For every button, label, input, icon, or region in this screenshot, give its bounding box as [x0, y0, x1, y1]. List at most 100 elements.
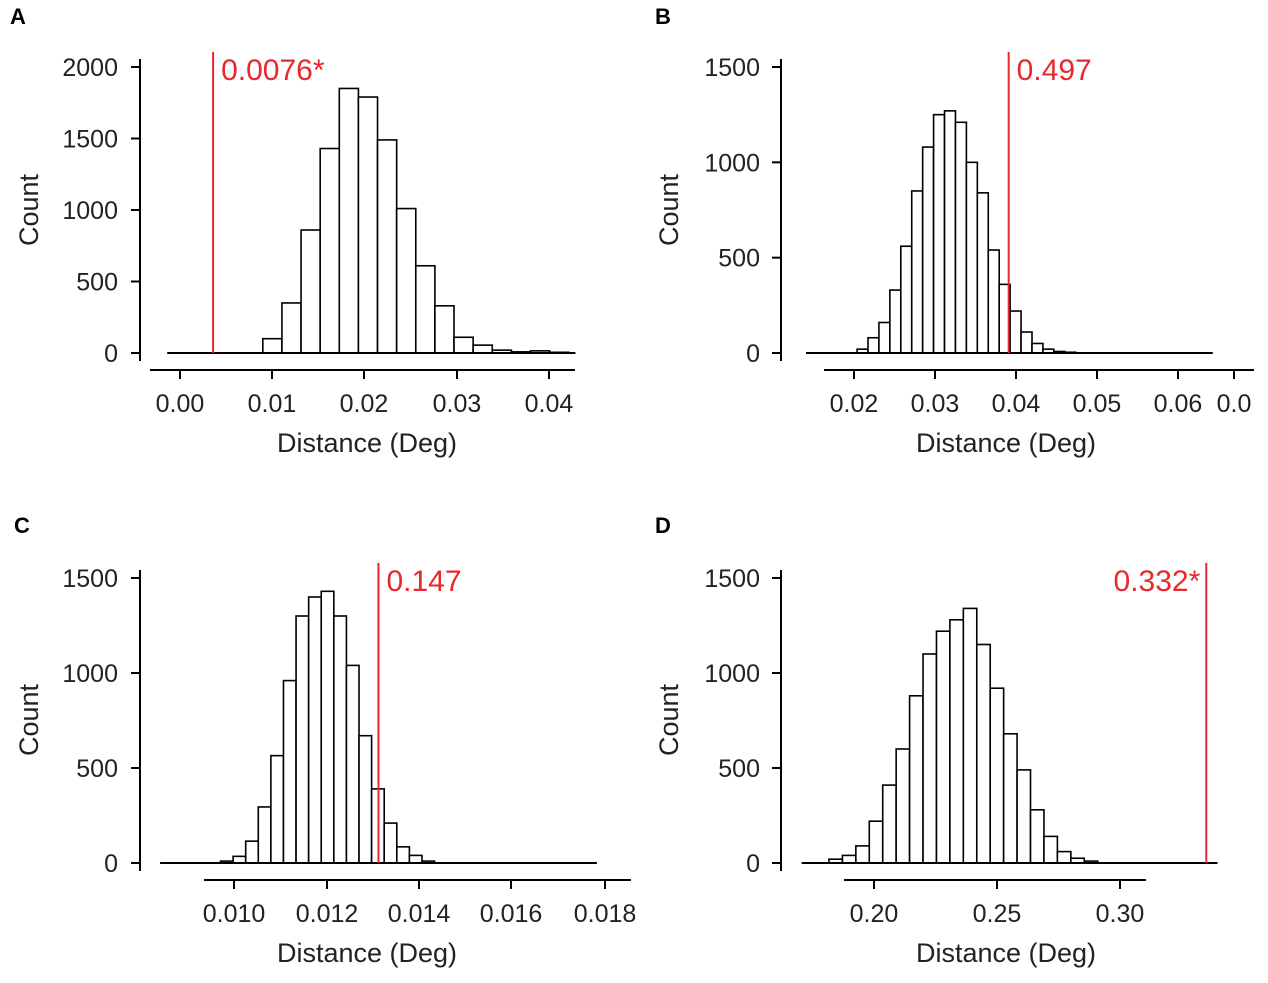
x-axis-title: Distance (Deg): [277, 938, 457, 968]
y-tick-label: 1000: [62, 197, 118, 225]
histogram-bar: [1043, 835, 1059, 864]
y-tick-label: 0: [746, 340, 760, 368]
histogram-bar: [868, 820, 884, 864]
x-tick-label: 0.0: [1217, 390, 1252, 418]
histogram-bar: [1031, 342, 1044, 354]
histogram-bar: [965, 161, 979, 354]
histogram-bar: [881, 784, 897, 864]
histogram-bar: [300, 229, 321, 354]
histogram-bar: [270, 754, 285, 864]
histogram-bar: [383, 822, 398, 864]
panel-letter-a: A: [10, 4, 26, 29]
histogram-bar: [395, 846, 411, 864]
histogram-bar: [338, 87, 360, 354]
histogram-bar: [1009, 310, 1022, 354]
x-axis-title: Distance (Deg): [277, 428, 457, 458]
histogram-bar: [395, 207, 417, 354]
histogram-bar: [472, 344, 494, 354]
panel-c: C 0 500 1000 1500 0.010 0.012 0.014 0.016 0.018 C…: [14, 513, 636, 968]
y-tick-label: 1000: [62, 660, 118, 688]
x-tick-label: 0.20: [850, 900, 899, 928]
panel-b: B 0 500 1000 1500 0.02 0.03 0.04 0.05 0.06 0.0 Cou…: [654, 4, 1254, 458]
x-tick-label: 0.05: [1073, 390, 1122, 418]
y-axis-title: Count: [14, 683, 44, 756]
histogram-bar: [895, 748, 911, 864]
x-tick-label: 0.03: [433, 390, 482, 418]
histogram-bar: [345, 664, 360, 864]
y-axis-title: Count: [14, 173, 44, 246]
histogram-bar: [922, 653, 938, 864]
y-axis-title: Count: [654, 173, 684, 246]
histogram-bar: [889, 289, 902, 354]
x-tick-label: 0.012: [296, 900, 359, 928]
histogram-bar: [434, 305, 455, 354]
histogram-bar: [989, 687, 1005, 864]
y-axis-title: Count: [654, 683, 684, 756]
y-tick-label: 1500: [62, 126, 118, 154]
x-tick-label: 0.30: [1096, 900, 1145, 928]
histogram-bar: [319, 147, 341, 354]
y-tick-label: 1000: [704, 149, 760, 177]
histogram-bar: [932, 113, 946, 354]
y-tick-label: 500: [718, 245, 760, 273]
histogram-bar: [244, 840, 260, 864]
histogram-bar: [943, 110, 957, 354]
y-tick-label: 2000: [62, 54, 118, 82]
histogram-bar: [855, 845, 871, 864]
histogram-bar: [1002, 732, 1018, 864]
x-tick-label: 0.04: [525, 390, 574, 418]
histogram-bar: [987, 249, 1001, 354]
x-tick-label: 0.018: [574, 900, 637, 928]
x-tick-label: 0.014: [388, 900, 451, 928]
histogram-bar: [935, 630, 951, 864]
histogram-bar: [262, 337, 283, 354]
histogram-bar: [1029, 808, 1045, 864]
histogram-bar: [357, 96, 379, 354]
panel-letter-b: B: [655, 4, 671, 29]
histogram-bar: [333, 615, 348, 864]
x-tick-label: 0.010: [203, 900, 266, 928]
y-tick-label: 1500: [704, 565, 760, 593]
histogram-bar: [257, 806, 272, 864]
reference-label: 0.497: [1017, 54, 1092, 87]
histogram-bar: [867, 336, 880, 354]
y-tick-label: 0: [746, 850, 760, 878]
histogram-bar: [453, 336, 474, 354]
histogram-bar: [949, 618, 965, 864]
x-axis-title: Distance (Deg): [916, 428, 1096, 458]
histogram-bar: [975, 643, 992, 864]
y-tick-label: 1500: [704, 54, 760, 82]
histogram-bar: [295, 615, 310, 864]
x-tick-label: 0.02: [340, 390, 389, 418]
panel-a: A 0 500 1000 1500 2000 0.00 0.01 0.02 0.03 0.04 Co…: [10, 4, 576, 458]
reference-label: 0.332*: [1114, 565, 1201, 598]
histogram-bar: [910, 190, 924, 354]
histogram-bar: [408, 854, 423, 864]
histogram-bar: [962, 607, 978, 864]
x-tick-label: 0.016: [480, 900, 543, 928]
x-tick-label: 0.01: [248, 390, 297, 418]
histogram-bar: [320, 590, 335, 864]
y-tick-label: 0: [104, 340, 118, 368]
x-tick-label: 0.25: [973, 900, 1022, 928]
x-tick-label: 0.00: [156, 390, 205, 418]
histogram-bar: [954, 121, 968, 354]
panel-letter-d: D: [655, 513, 671, 538]
reference-label: 0.147: [386, 565, 461, 598]
histogram-bar: [899, 245, 913, 354]
histogram-bar: [1020, 331, 1033, 354]
histogram-bar: [281, 302, 302, 354]
x-tick-label: 0.03: [911, 390, 960, 418]
x-tick-label: 0.02: [830, 390, 879, 418]
histogram-bar: [1016, 769, 1032, 864]
histogram-bar: [358, 734, 373, 864]
x-tick-label: 0.04: [992, 390, 1041, 418]
x-tick-label: 0.06: [1154, 390, 1203, 418]
panel-d: D 0 500 1000 1500 0.20 0.25 0.30 Count Distance …: [654, 513, 1218, 968]
histogram-bar: [878, 321, 891, 354]
histogram-bar: [1056, 850, 1072, 864]
histogram-bar: [908, 694, 924, 864]
histogram-bar: [921, 146, 935, 354]
histogram-bar: [841, 854, 857, 864]
